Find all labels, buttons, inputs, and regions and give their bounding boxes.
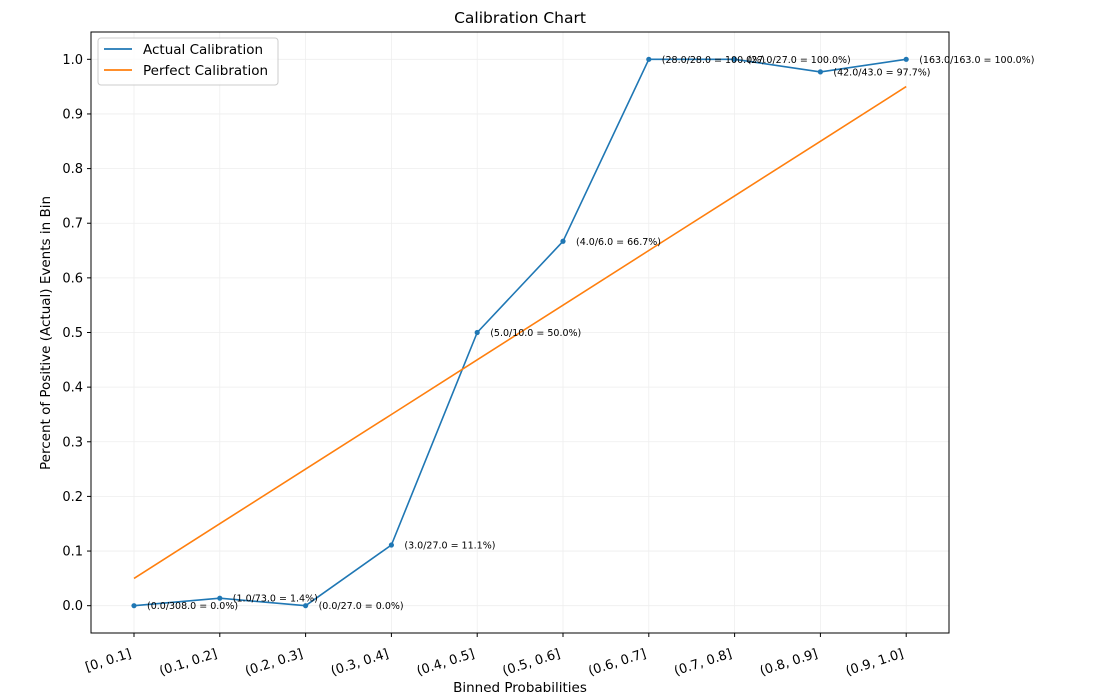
actual-calibration-point bbox=[732, 56, 738, 62]
x-axis-title: Binned Probabilities bbox=[453, 680, 587, 696]
point-annotation: (27.0/27.0 = 100.0%) bbox=[748, 55, 851, 66]
point-annotation: (0.0/308.0 = 0.0%) bbox=[147, 601, 238, 612]
point-annotation: (5.0/10.0 = 50.0%) bbox=[490, 328, 581, 339]
legend-box bbox=[97, 37, 279, 86]
point-annotation: (1.0/73.0 = 1.4%) bbox=[233, 594, 318, 605]
point-annotation: (4.0/6.0 = 66.7%) bbox=[576, 237, 661, 248]
y-tick-label: 1.0 bbox=[62, 53, 83, 68]
actual-calibration-point bbox=[903, 56, 909, 62]
legend-label-perfect: Perfect Calibration bbox=[143, 63, 268, 79]
legend-label-actual: Actual Calibration bbox=[143, 42, 263, 58]
actual-calibration-point bbox=[817, 69, 824, 75]
annotation-layer: (0.0/308.0 = 0.0%)(1.0/73.0 = 1.4%)(0.0/… bbox=[147, 55, 1034, 612]
point-annotation: (163.0/163.0 = 100.0%) bbox=[919, 55, 1034, 66]
legend: Actual Calibration Perfect Calibration bbox=[97, 37, 279, 86]
actual-calibration-point bbox=[474, 329, 480, 336]
y-tick-label: 0.7 bbox=[62, 217, 83, 232]
series-layer bbox=[131, 56, 909, 609]
actual-calibration-line bbox=[133, 58, 907, 607]
actual-calibration-point bbox=[560, 238, 566, 244]
y-tick-label: 0.5 bbox=[62, 326, 83, 341]
actual-calibration-point bbox=[303, 603, 309, 609]
point-annotation: (0.0/27.0 = 0.0%) bbox=[319, 601, 404, 612]
y-tick-label: 0.1 bbox=[62, 545, 83, 560]
perfect-calibration-line bbox=[133, 85, 907, 580]
y-tick-label: 0.4 bbox=[62, 381, 83, 396]
actual-calibration-point bbox=[131, 603, 137, 609]
y-tick-label: 0.2 bbox=[62, 490, 83, 505]
point-annotation: (28.0/28.0 = 100.0%) bbox=[662, 55, 765, 66]
actual-calibration-point bbox=[646, 56, 652, 62]
actual-calibration-point bbox=[388, 542, 394, 548]
y-tick-label: 0.6 bbox=[62, 271, 83, 286]
y-tick-label: 0.3 bbox=[62, 435, 83, 450]
y-tick-label: 0.0 bbox=[62, 599, 83, 614]
y-tick-label: 0.9 bbox=[62, 107, 83, 122]
y-tick-label: 0.8 bbox=[62, 162, 83, 177]
chart-title: Calibration Chart bbox=[454, 9, 586, 27]
point-annotation: (42.0/43.0 = 97.7%) bbox=[833, 67, 930, 78]
point-annotation: (3.0/27.0 = 11.1%) bbox=[404, 541, 495, 552]
y-axis-title: Percent of Positive (Actual) Events in B… bbox=[38, 196, 54, 470]
actual-calibration-point bbox=[217, 595, 223, 601]
